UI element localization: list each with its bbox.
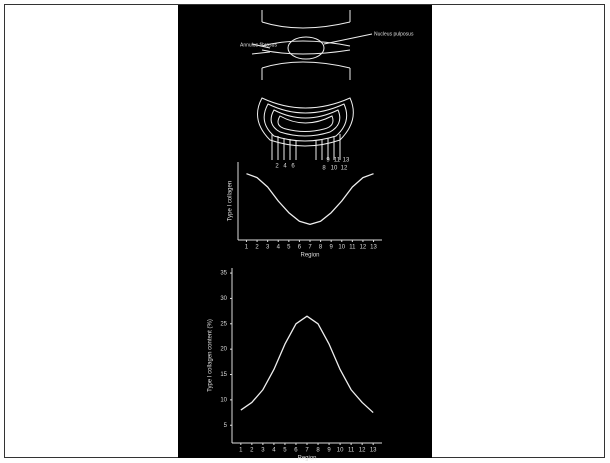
- y-tick-label: 15: [220, 372, 227, 378]
- line-series: [240, 315, 374, 414]
- x-tick-label: 9: [330, 245, 334, 251]
- disc-rings: [257, 97, 354, 160]
- x-tick-label: 12: [360, 245, 367, 251]
- y-tick-label: 20: [220, 347, 227, 353]
- x-tick-label: 12: [359, 448, 366, 454]
- y-axis-label: Type I collagen content (%): [208, 319, 214, 392]
- region-number: 13: [343, 158, 350, 164]
- x-tick-label: 11: [348, 448, 355, 454]
- x-tick-label: 4: [272, 448, 276, 454]
- region-number: 12: [341, 166, 348, 172]
- line-series: [246, 173, 374, 226]
- x-tick-label: 8: [319, 245, 323, 251]
- x-tick-label: 10: [337, 448, 344, 454]
- x-tick-label: 1: [245, 245, 249, 251]
- x-tick-label: 8: [316, 448, 320, 454]
- region-number: 4: [283, 164, 287, 170]
- x-tick-label: 3: [266, 245, 270, 251]
- figure-panel: [178, 5, 432, 458]
- x-tick-label: 7: [308, 245, 312, 251]
- y-tick-label: 5: [224, 423, 228, 429]
- x-tick-label: 13: [370, 245, 377, 251]
- region-number: 9: [326, 158, 330, 164]
- x-tick-label: 3: [261, 448, 265, 454]
- y-tick-label: 25: [220, 321, 227, 327]
- x-tick-label: 1: [239, 448, 243, 454]
- x-tick-label: 4: [277, 245, 281, 251]
- region-number: 11: [334, 158, 341, 164]
- label: Nucleus pulposus: [374, 31, 414, 37]
- disc-section: [251, 10, 373, 80]
- label: Annulus fibrosus: [240, 42, 277, 48]
- x-tick-label: 10: [338, 245, 345, 251]
- x-axis-label: Region: [300, 253, 319, 259]
- x-tick-label: 9: [327, 448, 331, 454]
- x-tick-label: 11: [349, 245, 356, 251]
- region-number: 8: [322, 166, 326, 172]
- region-number: 6: [291, 164, 295, 170]
- x-tick-label: 6: [298, 245, 302, 251]
- y-tick-label: 10: [220, 397, 227, 403]
- x-tick-label: 13: [370, 448, 377, 454]
- y-tick-label: 30: [220, 296, 227, 302]
- x-tick-label: 7: [305, 448, 309, 454]
- y-axis-label: Type I collagen: [228, 181, 234, 221]
- y-tick-label: 35: [220, 271, 227, 277]
- region-number: 2: [275, 164, 279, 170]
- x-tick-label: 5: [287, 245, 291, 251]
- x-tick-label: 5: [283, 448, 287, 454]
- region-number: 10: [331, 166, 338, 172]
- x-tick-label: 2: [250, 448, 254, 454]
- x-tick-label: 2: [255, 245, 259, 251]
- x-axis-label: Region: [297, 456, 316, 462]
- x-tick-label: 6: [294, 448, 298, 454]
